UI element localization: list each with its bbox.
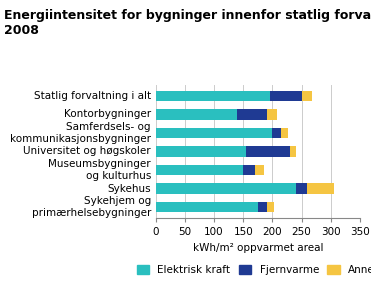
Bar	[290, 146, 296, 157]
Bar	[156, 165, 243, 175]
Bar	[281, 128, 288, 138]
Bar	[255, 165, 264, 175]
Bar	[272, 128, 281, 138]
Bar	[156, 183, 296, 194]
Bar	[156, 91, 269, 101]
Bar	[237, 109, 267, 120]
Bar	[302, 91, 312, 101]
Bar	[243, 165, 255, 175]
Bar	[269, 91, 302, 101]
Bar	[156, 109, 237, 120]
Bar	[156, 202, 258, 212]
Bar	[156, 146, 246, 157]
Bar	[258, 202, 267, 212]
Legend: Elektrisk kraft, Fjernvarme, Annet: Elektrisk kraft, Fjernvarme, Annet	[132, 261, 371, 279]
Bar	[308, 183, 334, 194]
Text: Energiintensitet for bygninger innenfor statlig forvaltning.
2008: Energiintensitet for bygninger innenfor …	[4, 9, 371, 37]
Bar	[296, 183, 308, 194]
X-axis label: kWh/m² oppvarmet areal: kWh/m² oppvarmet areal	[193, 243, 323, 253]
Bar	[246, 146, 290, 157]
Bar	[267, 202, 273, 212]
Bar	[267, 109, 277, 120]
Bar	[156, 128, 272, 138]
